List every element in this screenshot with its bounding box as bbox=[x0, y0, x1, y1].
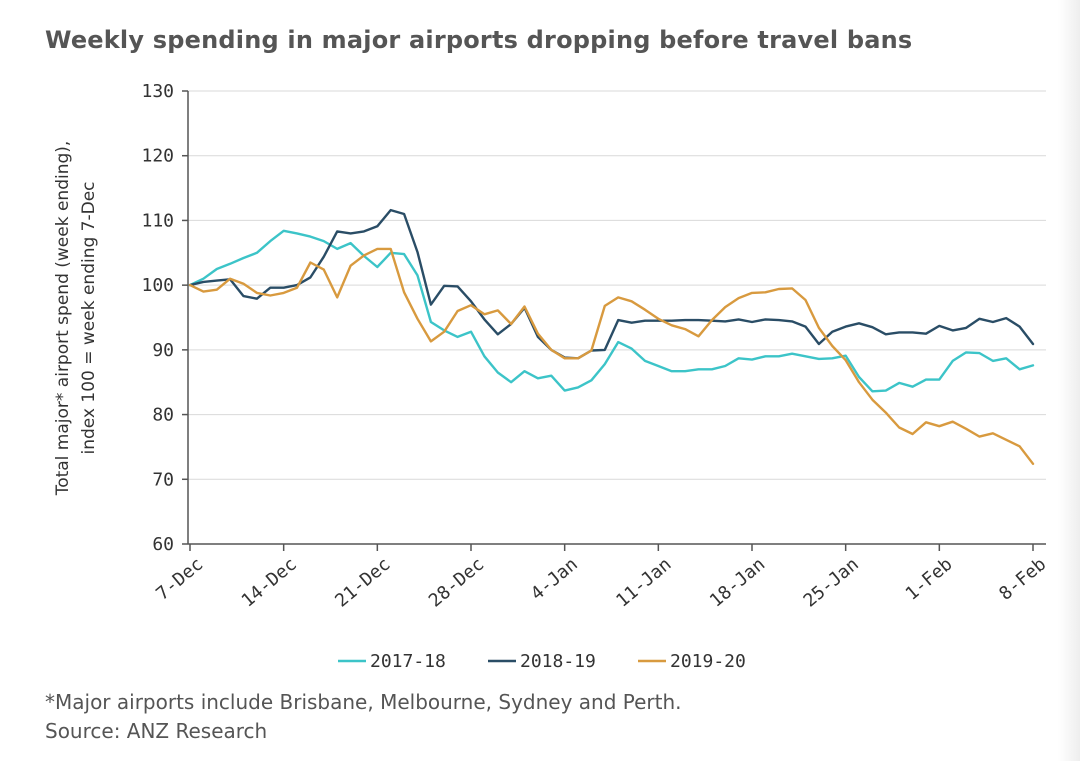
x-tick-label: 18-Jan bbox=[706, 554, 769, 612]
x-tick-label: 21-Dec bbox=[331, 554, 394, 612]
y-tick-label: 90 bbox=[152, 340, 174, 361]
y-tick-label: 120 bbox=[141, 146, 174, 167]
x-tick-label: 14-Dec bbox=[238, 554, 301, 612]
y-tick-label: 110 bbox=[141, 210, 174, 231]
y-tick-label: 130 bbox=[141, 81, 174, 102]
y-tick-label: 80 bbox=[152, 405, 174, 426]
series-line-2017-18 bbox=[190, 231, 1033, 391]
legend-label-2017-18: 2017-18 bbox=[370, 651, 446, 672]
legend-label-2019-20: 2019-20 bbox=[670, 651, 746, 672]
series-line-2018-19 bbox=[190, 210, 1033, 358]
y-axis-ticks: 60 70 80 90 100 110 120 130 bbox=[141, 81, 188, 555]
footnote: *Major airports include Brisbane, Melbou… bbox=[45, 690, 682, 714]
x-tick-label: 1-Feb bbox=[902, 554, 957, 605]
y-axis-label-line-1: Total major* airport spend (week ending)… bbox=[53, 141, 73, 497]
y-tick-label: 60 bbox=[152, 534, 174, 555]
x-tick-label: 7-Dec bbox=[152, 554, 207, 605]
source-note: Source: ANZ Research bbox=[45, 719, 267, 743]
axes bbox=[188, 91, 1046, 544]
y-tick-label: 100 bbox=[141, 275, 174, 296]
y-tick-label: 70 bbox=[152, 469, 174, 490]
gridlines bbox=[188, 91, 1046, 479]
x-tick-label: 11-Jan bbox=[612, 554, 675, 612]
x-tick-label: 8-Feb bbox=[995, 554, 1050, 605]
chart-plot: 60 70 80 90 100 110 120 130 7-Dec 14-Dec 21-Dec 28… bbox=[0, 0, 1080, 761]
chart: Weekly spending in major airports droppi… bbox=[0, 0, 1080, 761]
x-tick-label: 25-Jan bbox=[800, 554, 863, 612]
x-axis-ticks: 7-Dec 14-Dec 21-Dec 28-Dec 4-Jan 11-Jan 18-Jan… bbox=[152, 544, 1050, 612]
series-lines bbox=[190, 210, 1033, 464]
y-axis-label-line-2: index 100 = week ending 7-Dec bbox=[79, 181, 99, 454]
series-line-2019-20 bbox=[190, 249, 1033, 464]
x-tick-label: 28-Dec bbox=[425, 554, 488, 612]
legend-label-2018-19: 2018-19 bbox=[520, 651, 596, 672]
legend: 2017-18 2018-19 2019-20 bbox=[338, 651, 746, 672]
x-tick-label: 4-Jan bbox=[527, 554, 582, 605]
